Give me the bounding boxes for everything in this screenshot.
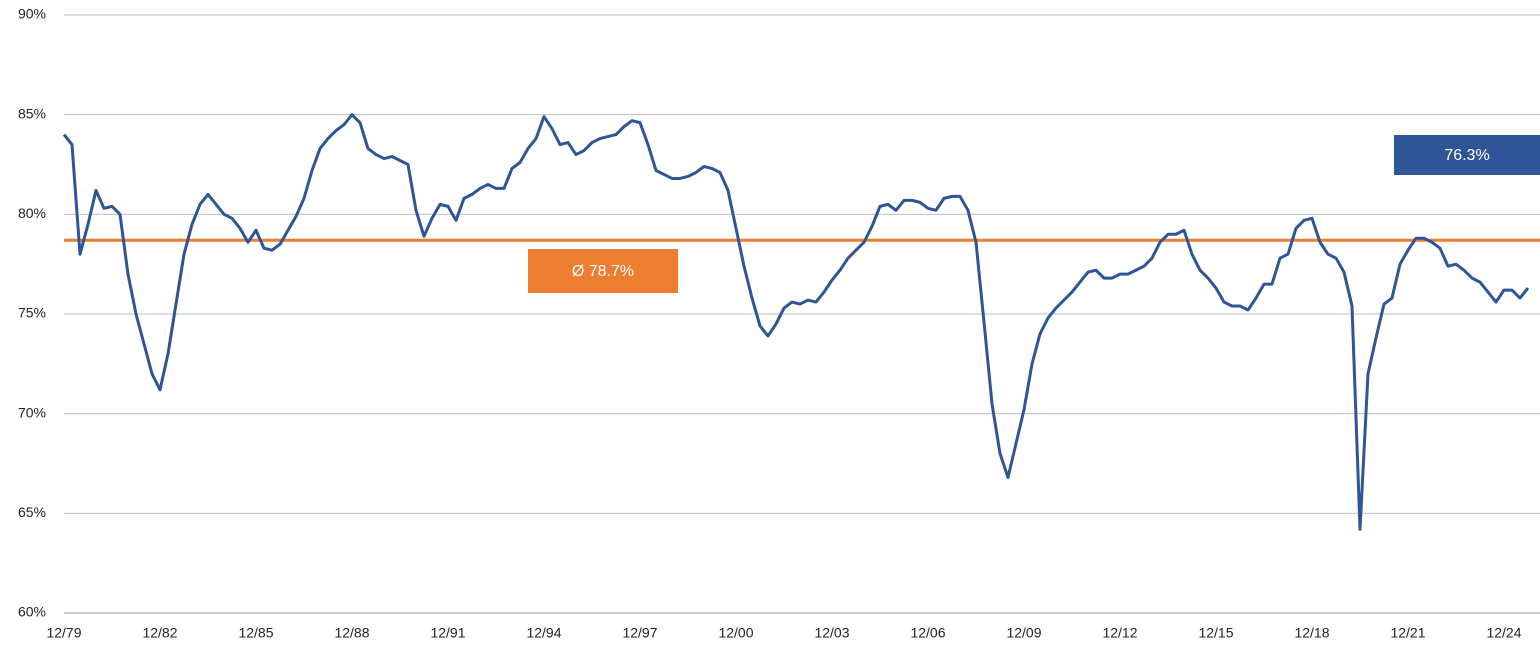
x-tick-label: 12/91 — [430, 625, 465, 641]
x-tick-label: 12/00 — [718, 625, 753, 641]
y-tick-label: 85% — [18, 105, 46, 121]
x-tick-label: 12/03 — [814, 625, 849, 641]
y-tick-label: 80% — [18, 205, 46, 221]
x-tick-label: 12/12 — [1102, 625, 1137, 641]
x-tick-label: 12/21 — [1390, 625, 1425, 641]
data-line — [62, 113, 1530, 531]
y-tick-label: 65% — [18, 504, 46, 520]
average-label-box — [528, 249, 678, 293]
x-tick-label: 12/09 — [1006, 625, 1041, 641]
x-tick-label: 12/15 — [1198, 625, 1233, 641]
average-label: Ø 78.7% — [572, 263, 634, 280]
x-tick-label: 12/18 — [1294, 625, 1329, 641]
last-value-label: 76.3% — [1444, 147, 1489, 164]
y-tick-label: 70% — [18, 404, 46, 420]
x-tick-label: 12/97 — [622, 625, 657, 641]
y-tick-label: 75% — [18, 305, 46, 321]
x-tick-label: 12/94 — [526, 625, 561, 641]
x-tick-label: 12/79 — [46, 625, 81, 641]
x-tick-label: 12/24 — [1486, 625, 1521, 641]
last-value-box — [1394, 135, 1540, 175]
x-tick-label: 12/06 — [910, 625, 945, 641]
x-tick-label: 12/88 — [334, 625, 369, 641]
y-tick-label: 60% — [18, 604, 46, 620]
x-tick-label: 12/82 — [142, 625, 177, 641]
x-tick-label: 12/85 — [238, 625, 273, 641]
y-tick-label: 90% — [18, 6, 46, 22]
